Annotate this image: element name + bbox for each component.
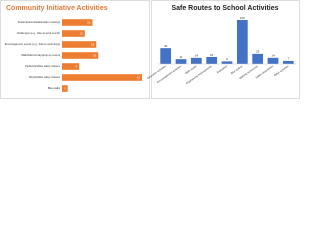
value-label: 11: [179, 55, 182, 59]
value-label: 3: [64, 86, 66, 90]
bar: [252, 53, 264, 64]
bar: [282, 60, 294, 64]
category-label: Evaluation: [216, 64, 229, 75]
value-label: 100: [240, 16, 245, 20]
category-label: Engineering improvements: [185, 64, 213, 85]
value-label: 14: [195, 54, 199, 58]
bar: [62, 63, 80, 70]
value-label: 7: [287, 57, 289, 61]
bar: [160, 48, 172, 64]
bar: [267, 57, 279, 64]
chart-title: Safe Routes to School Activities: [171, 5, 278, 12]
bar: [62, 30, 85, 37]
panel-border: [151, 0, 300, 99]
value-label: 18: [91, 42, 95, 46]
bar: [190, 57, 202, 64]
category-label: Walk/bike/roll days/pop-up events: [21, 53, 60, 57]
bar: [62, 19, 93, 26]
value-label: 6: [226, 57, 228, 61]
value-label: 23: [256, 50, 260, 54]
bar: [62, 41, 97, 48]
category-label: Encouragement activities: [156, 64, 183, 84]
panel-border: [0, 0, 150, 99]
category-label: Pedestrian/bike safety classes: [25, 64, 61, 68]
category-label: Encouragement events (e.g., bike-to-work…: [5, 42, 60, 46]
value-label: 16: [87, 20, 91, 24]
charts: Community Initiative Activities Student/p…: [0, 0, 300, 99]
category-label: Student/parent/stakeholder meetings: [18, 20, 61, 24]
value-label: 42: [137, 75, 141, 79]
value-label: 19: [93, 53, 97, 57]
bar: [62, 52, 99, 59]
bar: [175, 59, 187, 64]
value-label: 12: [80, 31, 84, 35]
category-label: Walk audits: [184, 64, 198, 75]
category-label: Bicycle/bike safety classes: [29, 75, 60, 79]
value-label: 9: [75, 64, 77, 68]
category-label: Bike walks: [48, 86, 61, 90]
bar: [206, 56, 218, 64]
bar: [62, 85, 68, 92]
bar: [62, 74, 142, 81]
bar: [236, 20, 248, 64]
category-label: Bike rodeos: [230, 64, 244, 76]
category-label: Challenges (e.g., bike-to-work month): [17, 31, 60, 35]
value-label: 14: [271, 54, 275, 58]
bar: [221, 61, 233, 64]
value-label: 16: [210, 53, 214, 57]
category-label: Other activities: [273, 64, 290, 78]
chart-title: Community Initiative Activities: [6, 5, 108, 12]
value-label: 36: [164, 44, 168, 48]
